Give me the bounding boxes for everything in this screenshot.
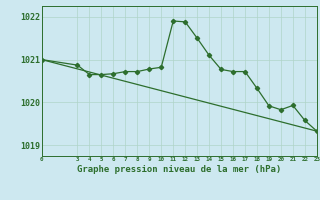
X-axis label: Graphe pression niveau de la mer (hPa): Graphe pression niveau de la mer (hPa) <box>77 165 281 174</box>
